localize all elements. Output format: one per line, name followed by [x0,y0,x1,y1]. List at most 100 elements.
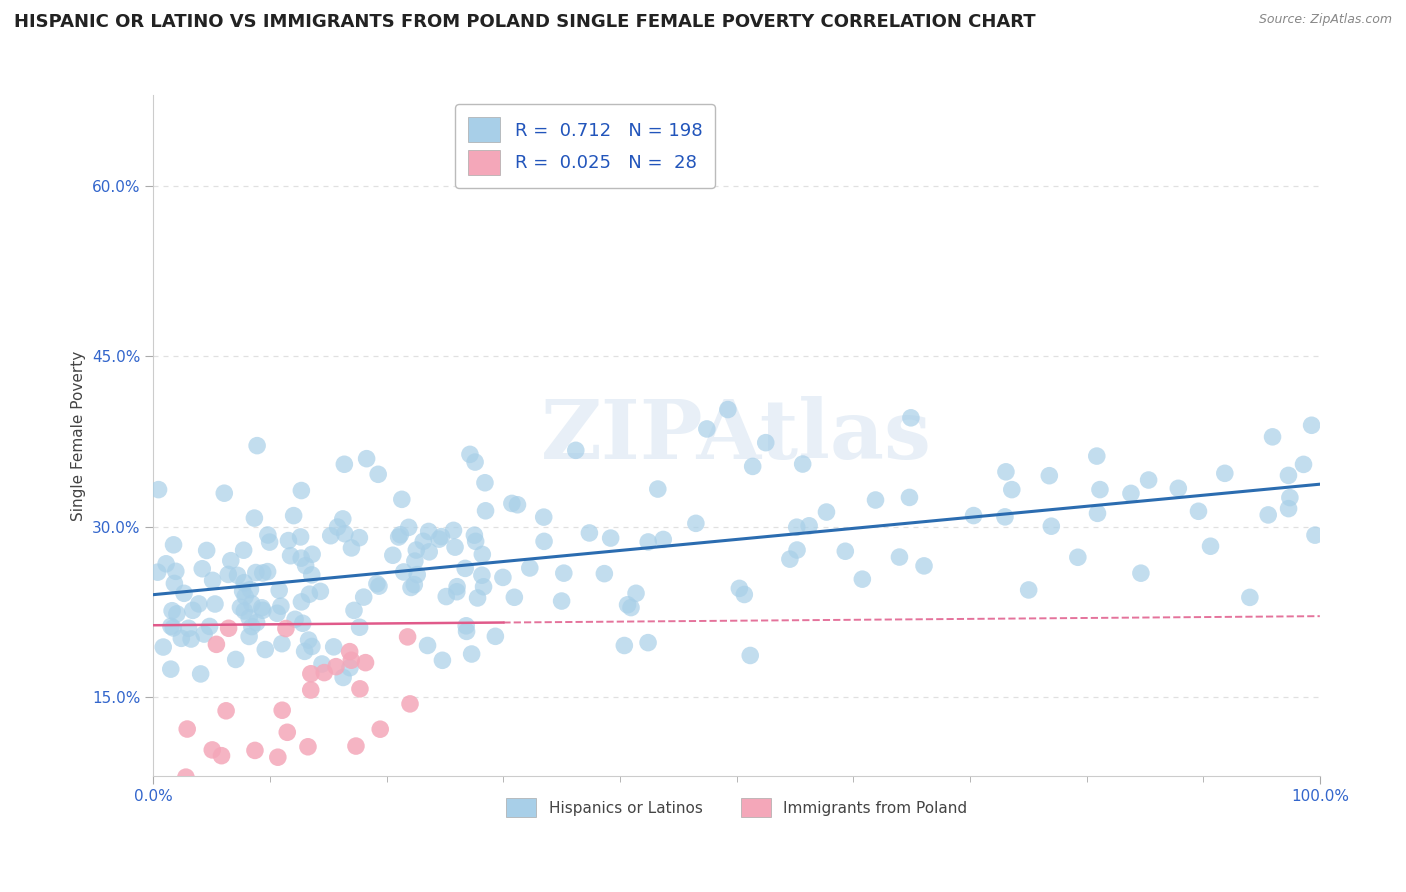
Legend: Hispanics or Latinos, Immigrants from Poland: Hispanics or Latinos, Immigrants from Po… [499,792,973,823]
Point [367,467,389,482]
Point [276,725,298,739]
Point [786,520,808,534]
Point [1040,519,1063,533]
Point [994,465,1017,479]
Point [430,530,453,544]
Point [463,528,485,542]
Point [1187,504,1209,518]
Point [533,534,555,549]
Point [180,632,202,646]
Point [225,652,247,666]
Point [340,541,363,555]
Point [148,483,170,497]
Point [349,620,371,634]
Point [1199,539,1222,553]
Point [755,435,778,450]
Point [474,504,496,518]
Point [259,535,281,549]
Point [613,639,636,653]
Point [1278,491,1301,505]
Point [198,619,221,633]
Point [152,640,174,654]
Point [301,640,323,654]
Point [201,574,224,588]
Point [256,565,278,579]
Point [252,566,274,580]
Point [299,666,322,681]
Point [620,600,643,615]
Point [311,657,333,671]
Point [322,640,344,654]
Point [233,604,256,618]
Point [391,492,413,507]
Point [434,590,457,604]
Point [443,524,465,538]
Point [339,645,361,659]
Point [519,561,541,575]
Point [267,750,290,764]
Point [254,642,277,657]
Point [299,683,322,698]
Point [471,568,494,582]
Point [271,637,294,651]
Point [284,612,307,626]
Point [624,586,647,600]
Point [578,525,600,540]
Point [232,543,254,558]
Point [1167,481,1189,495]
Text: HISPANIC OR LATINO VS IMMIGRANTS FROM POLAND SINGLE FEMALE POVERTY CORRELATION C: HISPANIC OR LATINO VS IMMIGRANTS FROM PO… [14,13,1036,31]
Point [398,520,420,534]
Point [388,530,411,544]
Point [301,547,323,561]
Point [1277,501,1299,516]
Point [1067,550,1090,565]
Point [685,516,707,531]
Point [471,548,494,562]
Point [238,630,260,644]
Point [187,597,209,611]
Point [368,579,391,593]
Point [162,621,184,635]
Point [912,558,935,573]
Point [277,533,299,548]
Point [432,653,454,667]
Point [406,567,429,582]
Point [741,459,763,474]
Point [405,543,427,558]
Point [333,526,356,541]
Point [294,558,316,573]
Point [269,583,291,598]
Point [283,508,305,523]
Point [484,629,506,643]
Point [733,587,755,601]
Point [274,622,297,636]
Point [159,662,181,676]
Point [240,597,263,611]
Point [155,557,177,571]
Point [233,575,256,590]
Point [797,518,820,533]
Point [652,533,675,547]
Point [280,549,302,563]
Point [240,619,263,633]
Point [146,565,169,579]
Point [717,402,740,417]
Point [1261,430,1284,444]
Point [616,598,638,612]
Point [170,632,193,646]
Point [851,572,873,586]
Point [865,493,887,508]
Point [464,534,486,549]
Point [332,670,354,684]
Point [418,545,440,559]
Point [297,633,319,648]
Point [1277,468,1299,483]
Point [290,595,312,609]
Point [1257,508,1279,522]
Point [309,584,332,599]
Point [176,722,198,736]
Point [1137,473,1160,487]
Point [637,535,659,549]
Text: ZIPAtlas: ZIPAtlas [541,396,932,475]
Point [1213,467,1236,481]
